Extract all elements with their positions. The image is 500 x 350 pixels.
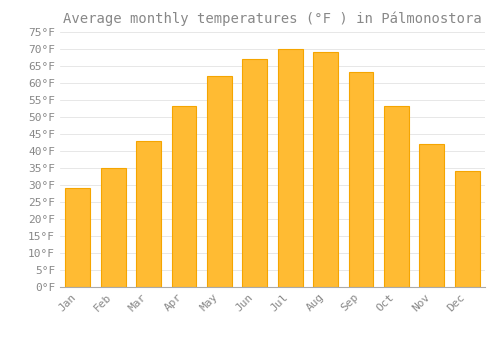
Bar	[242, 59, 267, 287]
Bar	[455, 171, 479, 287]
Bar	[172, 106, 196, 287]
Bar	[207, 76, 232, 287]
Bar	[348, 72, 374, 287]
Bar	[313, 52, 338, 287]
Bar	[100, 168, 126, 287]
Bar	[420, 144, 444, 287]
Bar	[66, 188, 90, 287]
Bar	[136, 140, 161, 287]
Bar	[384, 106, 409, 287]
Title: Average monthly temperatures (°F ) in Pálmonostora: Average monthly temperatures (°F ) in Pá…	[63, 12, 482, 26]
Bar	[278, 49, 302, 287]
